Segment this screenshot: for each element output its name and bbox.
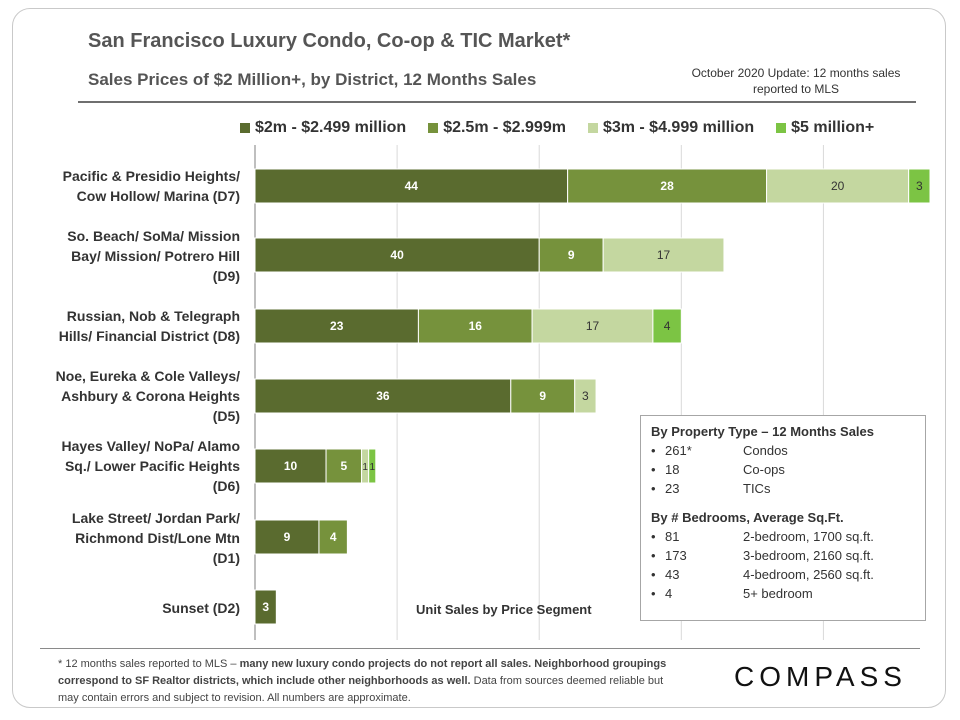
legend-swatch-1 [240, 123, 250, 133]
bar-value-label: 9 [568, 248, 575, 262]
bedroom-count: 43 [665, 567, 680, 582]
category-label-d2: Sunset (D2) [162, 600, 240, 616]
footer-divider [40, 648, 920, 649]
legend-label-2: $2.5m - $2.999m [443, 119, 566, 136]
bedroom-label: 5+ bedroom [743, 586, 813, 601]
bar-segment [531, 308, 654, 344]
bedroom-label: 4-bedroom, 2560 sq.ft. [743, 567, 874, 582]
bar-value-label: 3 [582, 389, 589, 403]
footnote-part-3: Neighborhood groupings correspond to SF … [58, 658, 667, 687]
bar-segment [254, 519, 320, 555]
property-type-label: Condos [743, 443, 788, 458]
category-label-d5: Noe, Eureka & Cole Valleys/ Ashbury & Co… [55, 368, 240, 424]
bar-value-label: 9 [539, 389, 546, 403]
bedroom-count: 173 [665, 548, 687, 563]
title-divider [78, 101, 916, 103]
property-type-row: • 261* Condos [651, 441, 915, 460]
bar-value-label: 4 [664, 319, 671, 333]
footnote-part-2: many new luxury condo projects do not re… [239, 658, 532, 670]
category-label-d9: So. Beach/ SoMa/ Mission Bay/ Mission/ P… [67, 228, 240, 284]
bar-segment [574, 378, 597, 414]
property-type-heading: By Property Type – 12 Months Sales [651, 424, 874, 439]
bar-segment [510, 378, 576, 414]
footnote-part-4: Data from sources deemed reliable but ma… [58, 675, 664, 704]
bar-value-label: 5 [340, 459, 347, 473]
legend-swatch-2 [428, 123, 439, 133]
bar-segment [368, 448, 377, 484]
bar-value-label: 10 [284, 459, 298, 473]
bar-segment [254, 237, 540, 273]
bar-segment [602, 237, 725, 273]
category-label-d8: Russian, Nob & Telegraph Hills/ Financia… [58, 308, 240, 344]
bar-value-label: 17 [657, 248, 671, 262]
category-label-d6: Hayes Valley/ NoPa/ Alamo Sq./ Lower Pac… [61, 438, 240, 494]
compass-logo: COMPASS [734, 661, 907, 692]
chart-title: San Francisco Luxury Condo, Co-op & TIC … [88, 30, 571, 52]
bar-value-label: 16 [469, 319, 483, 333]
segment-caption: Unit Sales by Price Segment [416, 602, 592, 617]
bar-value-label: 9 [284, 530, 291, 544]
bar-value-label: 17 [586, 319, 600, 333]
bar-segment [766, 168, 910, 204]
bar-segment [318, 519, 348, 555]
bar-segment [417, 308, 533, 344]
legend-label-4: $5 million+ [791, 119, 875, 136]
legend-label-1: $2m - $2.499 million [255, 119, 407, 136]
footnote: * 12 months sales reported to MLS – many… [58, 656, 678, 707]
bar-segment [254, 589, 277, 625]
bar-value-label: 20 [831, 179, 845, 193]
bar-segment [254, 168, 569, 204]
category-label-d7: Pacific & Presidio Heights/ Cow Hollow/ … [62, 168, 240, 204]
bar-value-label: 1 [369, 462, 375, 473]
legend-item-2: $2.5m - $2.999m [428, 119, 566, 137]
bar-segment [652, 308, 682, 344]
property-type-label: TICs [743, 481, 771, 496]
property-type-count: 23 [665, 481, 680, 496]
bedroom-count: 81 [665, 529, 680, 544]
legend-item-3: $3m - $4.999 million [587, 119, 755, 137]
property-type-count: 261* [665, 443, 692, 458]
bar-value-label: 3 [916, 179, 923, 193]
bar-segment [254, 378, 512, 414]
legend: $2m - $2.499 million $2.5m - $2.999m $3m… [240, 119, 930, 137]
bedroom-row: • 43 4-bedroom, 2560 sq.ft. [651, 565, 915, 584]
bar-segment [908, 168, 931, 204]
footnote-part-1: * 12 months sales reported to MLS – [58, 658, 240, 670]
bedroom-label: 3-bedroom, 2160 sq.ft. [743, 548, 874, 563]
legend-label-3: $3m - $4.999 million [602, 119, 755, 136]
bar-value-label: 1 [362, 462, 368, 473]
property-type-count: 18 [665, 462, 680, 477]
bar-value-label: 44 [405, 179, 419, 193]
chart-subtitle: Sales Prices of $2 Million+, by District… [88, 70, 537, 89]
bedroom-row: • 173 3-bedroom, 2160 sq.ft. [651, 546, 915, 565]
category-label-d1: Lake Street/ Jordan Park/ Richmond Dist/… [71, 510, 240, 566]
legend-swatch-3 [587, 123, 598, 133]
property-type-row: • 23 TICs [651, 479, 915, 498]
bar-value-label: 40 [390, 248, 404, 262]
bar-value-label: 4 [330, 530, 337, 544]
bar-segment [254, 308, 419, 344]
property-type-row: • 18 Co-ops [651, 460, 915, 479]
bedroom-label: 2-bedroom, 1700 sq.ft. [743, 529, 874, 544]
legend-item-4: $5 million+ [776, 119, 874, 137]
bar-segment [254, 448, 327, 484]
bar-value-label: 36 [376, 389, 390, 403]
bedroom-count: 4 [665, 586, 673, 601]
legend-item-1: $2m - $2.499 million [240, 119, 406, 137]
bar-value-label: 23 [330, 319, 344, 333]
bedroom-row: • 4 5+ bedroom [651, 584, 915, 603]
bedrooms-heading: By # Bedrooms, Average Sq.Ft. [651, 510, 844, 525]
bar-segment [538, 237, 604, 273]
legend-swatch-4 [776, 123, 787, 133]
bar-value-label: 28 [660, 179, 674, 193]
summary-box: By Property Type – 12 Months Sales • 261*… [640, 415, 926, 621]
bar-segment [567, 168, 768, 204]
bar-value-label: 3 [262, 600, 269, 614]
property-type-label: Co-ops [743, 462, 785, 477]
update-note: October 2020 Update: 12 months sales rep… [691, 66, 901, 96]
bedroom-row: • 81 2-bedroom, 1700 sq.ft. [651, 527, 915, 546]
